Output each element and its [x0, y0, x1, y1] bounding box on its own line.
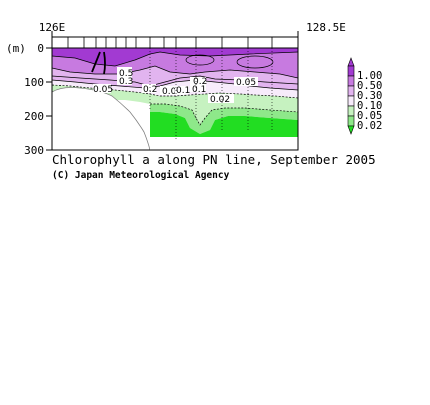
contour-label-2: 0.3: [119, 77, 133, 87]
chart-title: Chlorophyll a along PN line, September 2…: [52, 152, 376, 167]
plot-frame: [51, 47, 299, 151]
colorbar-swatch-2: [347, 75, 355, 87]
colorbar-swatch-3: [347, 85, 355, 97]
contour-label-3: 0.05: [93, 85, 113, 95]
y-axis-ticks: [46, 47, 52, 151]
colorbar-label-0.10: 0.10: [357, 100, 382, 112]
colorbar-bottom-arrow: [347, 125, 355, 135]
colorbar-swatch-6: [347, 115, 355, 127]
colorbar-label-0.02: 0.02: [357, 120, 382, 132]
bottom-gap: [150, 137, 176, 150]
contour-label-1: 0.5: [119, 69, 133, 79]
colorbar-label-1.00: 1.00: [357, 70, 382, 82]
contour-label-10: 0.02: [210, 95, 230, 105]
contour-label-7: 0.2: [193, 77, 207, 87]
colorbar: 1.00 0.50 0.30 0.10 0.05 0.02: [347, 57, 382, 135]
contour-label-layer: 0.5 0.3 0.05 0.2 0.05 0.1 0.2 0.1 0.05 0…: [93, 67, 258, 105]
band-0.02-medium: [150, 104, 298, 134]
colorbar-label-0.50: 0.50: [357, 80, 382, 92]
colorbar-swatch-4: [347, 95, 355, 107]
contour-label-9: 0.05: [236, 78, 256, 88]
y-tick-label-100: 100: [24, 76, 44, 89]
station-ticks: [67, 37, 299, 48]
contour-ring-2: [236, 55, 274, 69]
contour-label-8: 0.1: [176, 86, 190, 96]
contour-ring-1: [185, 54, 215, 66]
x-tick-label-left: 126E: [39, 21, 66, 34]
colorbar-swatch-5: [347, 105, 355, 117]
seafloor-topography: [51, 87, 151, 151]
y-tick-label-200: 200: [24, 110, 44, 123]
colorbar-label-0.05: 0.05: [357, 110, 382, 122]
colorbar-label-0.30: 0.30: [357, 90, 382, 102]
chart-credit: (C) Japan Meteorological Agency: [52, 170, 230, 181]
colorbar-swatch-1: [347, 65, 355, 77]
y-axis-label: (m): [6, 42, 26, 55]
band-0.50-1.00: [52, 48, 298, 66]
contour-label-6: 0.1: [192, 85, 206, 95]
y-tick-label-300: 300: [24, 144, 44, 157]
colorbar-top-arrow: [347, 57, 355, 67]
band-below-0.02: [150, 112, 298, 150]
contour-label-5: 0.05: [162, 87, 182, 97]
contour-0.3: [52, 65, 298, 79]
contour-1.0: [91, 51, 106, 75]
y-tick-label-0: 0: [37, 42, 44, 55]
x-tick-label-right: 128.5E: [306, 21, 346, 34]
contour-0.02: [150, 103, 298, 126]
